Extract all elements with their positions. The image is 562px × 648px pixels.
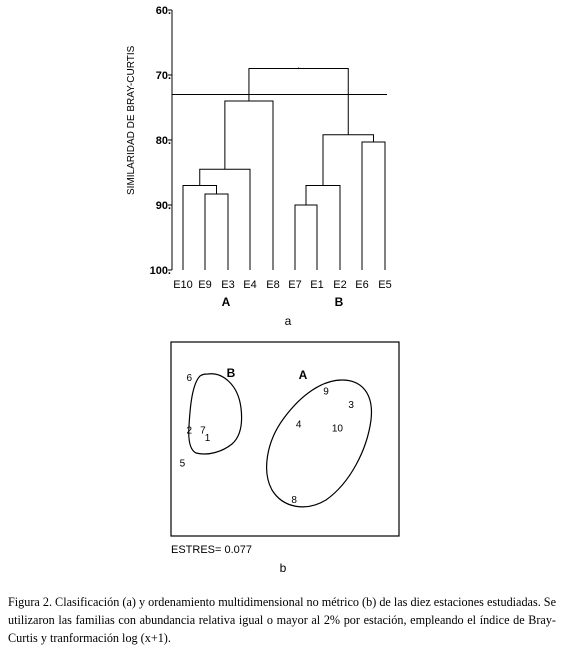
mds-points: 6 2 71 5 9 3 4 10 8 [180,373,355,506]
group-label-b: B [335,295,344,309]
group-label-a-mds: A [299,368,308,382]
mds-point-label: 6 [186,373,192,384]
mds-point-label: 8 [291,495,297,506]
leaf-label: E4 [243,279,256,291]
group-label-b-mds: B [227,366,236,380]
mds-point-label: 2 [186,425,192,436]
dendrogram-y-axis: 60. 70. 80. 90. 100. [150,5,173,277]
mds-point-label: 4 [296,419,302,430]
dendrogram-link [361,141,386,270]
leaf-labels: E10 E9 E3 E4 E8 E7 E1 E2 E6 E5 [173,279,392,291]
dendrogram-link [204,193,229,270]
group-b-hull [188,373,243,455]
dendrogram-link [294,204,318,270]
leaf-label: E1 [310,279,323,291]
leaf-label: E8 [266,279,279,291]
mds-point-label: 3 [348,400,354,411]
mds-point-label: 5 [180,458,186,469]
leaf-label: E3 [221,279,234,291]
group-a-hull [266,379,373,508]
mds-point-label: 9 [323,387,329,398]
dendrogram-link [305,185,341,270]
panel-label-a: a [285,314,292,328]
figure-caption: Figura 2. Clasificación (a) y ordenamien… [8,595,556,645]
mds-point-label: 1 [205,433,211,444]
mds-point-label: 7 [200,425,206,436]
leaf-label: E9 [198,279,211,291]
dendrogram-link [224,100,274,270]
group-label-a: A [222,295,231,309]
stress-label: ESTRES= 0.077 [171,544,252,556]
y-tick-label: 80. [156,135,171,147]
leaf-label: E6 [355,279,368,291]
leaf-label: E10 [173,279,193,291]
dendrogram-links [182,67,386,270]
y-tick-label: 60. [156,5,171,17]
dendrogram-link [248,68,349,135]
mds-point-label: 10 [332,423,344,434]
figure-canvas: 60. 70. 80. 90. 100. E10 E9 E3 E4 E8 E7 E1 E2 E6 E5 S… [126,5,400,575]
y-tick-label: 100. [150,265,171,277]
leaf-label: E2 [333,279,346,291]
dendrogram: 60. 70. 80. 90. 100. E10 E9 E3 E4 E8 E7 E1 E2 E6 E5 S… [126,5,392,328]
y-tick-label: 70. [156,70,171,82]
y-axis-label: SIMILARIDAD DE BRAY-CURTIS [126,45,137,195]
dendrogram-link [199,168,251,270]
dendrogram-link [182,185,217,270]
y-tick-label: 90. [156,200,171,212]
panel-label-b: b [280,561,287,575]
leaf-label: E5 [378,279,391,291]
mds-plot: 6 2 71 5 9 3 4 10 8 B A ESTRES= 0.077 b [170,341,400,575]
mds-frame [170,341,400,537]
leaf-label: E7 [288,279,301,291]
